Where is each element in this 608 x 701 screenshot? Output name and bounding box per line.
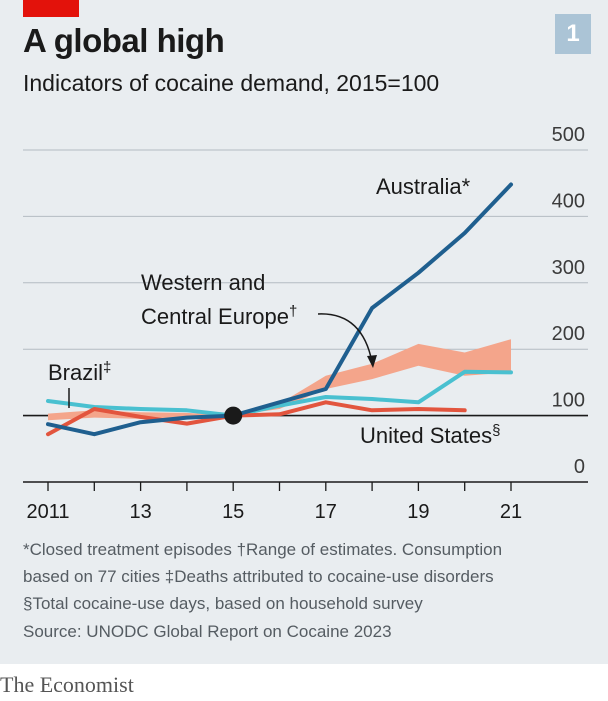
y-tick-label-300: 300 <box>552 257 585 279</box>
brazil-label: Brazil‡ <box>48 359 111 385</box>
chart-subtitle: Indicators of cocaine demand, 2015=100 <box>23 70 440 96</box>
western-and-central-europe-range-band <box>48 339 511 421</box>
y-tick-label-200: 200 <box>552 323 585 345</box>
series <box>46 182 513 437</box>
reference-point-2015 <box>224 406 243 425</box>
united-states-line <box>46 400 467 437</box>
y-tick-label-500: 500 <box>552 124 585 146</box>
brazil-line <box>46 369 513 418</box>
europe-label-line2: Central Europe† <box>141 303 297 329</box>
y-tick-label-400: 400 <box>552 190 585 212</box>
europe-pointer-arrow <box>317 313 373 363</box>
x-tick-label-19: 19 <box>407 501 429 523</box>
europe-pointer-arrowhead <box>367 355 377 368</box>
y-tick-label-0: 0 <box>574 456 585 478</box>
x-tick-label-2011: 2011 <box>26 501 69 523</box>
economist-red-tag <box>23 0 79 17</box>
chart-title: A global high <box>23 22 225 59</box>
europe-label-line1: Western and <box>141 270 265 295</box>
x-tick-label-17: 17 <box>315 501 337 523</box>
footnote-line-3: §Total cocaine-use days, based on househ… <box>23 594 423 613</box>
chart-number-badge: 1 <box>555 14 591 54</box>
footnote-line-2: based on 77 cities ‡Deaths attributed to… <box>23 567 494 586</box>
australia-label: Australia* <box>376 174 471 199</box>
x-tick-label-21: 21 <box>500 501 522 523</box>
united-states-label: United States§ <box>360 422 500 448</box>
source-note: Source: UNODC Global Report on Cocaine 2… <box>23 622 392 641</box>
footnote-line-1: *Closed treatment episodes †Range of est… <box>23 540 503 559</box>
y-tick-label-100: 100 <box>552 390 585 412</box>
x-tick-label-13: 13 <box>129 501 151 523</box>
line-chart: 0 100 200 300 400 500 2011 13 15 17 19 21 Australi… <box>23 124 588 523</box>
x-axis: 2011 13 15 17 19 21 <box>23 481 588 523</box>
x-tick-label-15: 15 <box>222 501 244 523</box>
y-axis-tick-labels: 0 100 200 300 400 500 <box>552 124 585 478</box>
economist-logo-text: The Economist <box>0 672 134 697</box>
chart-panel <box>0 0 608 664</box>
australia-line <box>46 182 513 437</box>
